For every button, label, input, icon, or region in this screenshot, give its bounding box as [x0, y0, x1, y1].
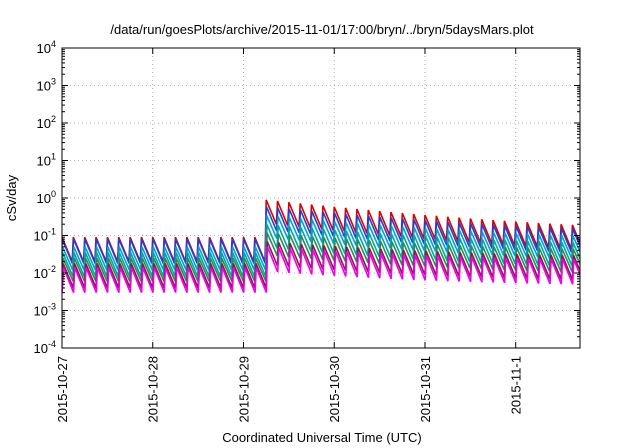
x-tick-label: 2015-10-27: [55, 356, 70, 423]
y-tick-label: 10-1: [34, 227, 56, 244]
y-tick-label: 10-2: [34, 264, 56, 281]
x-axis-label: Coordinated Universal Time (UTC): [222, 430, 421, 445]
y-axis: 10-4 10-3 10-2 10-1 100 101 102 103 104: [34, 39, 580, 356]
x-axis: 2015-10-27 2015-10-28 2015-10-29 2015-10-30…: [55, 48, 524, 423]
y-tick-label: 101: [37, 152, 56, 169]
y-tick-label: 103: [37, 77, 56, 94]
series-group: [62, 199, 580, 293]
y-tick-label: 102: [37, 114, 56, 131]
x-tick-label: 2015-10-28: [146, 356, 161, 423]
y-tick-label: 104: [37, 39, 56, 56]
chart-title: /data/run/goesPlots/archive/2015-11-01/1…: [110, 22, 534, 37]
grid: [62, 48, 580, 348]
y-tick-label: 10-4: [34, 339, 56, 356]
y-tick-label: 10-3: [34, 302, 56, 319]
y-tick-label: 100: [37, 189, 56, 206]
x-tick-label: 2015-10-30: [327, 356, 342, 423]
series-line-7: [62, 246, 580, 293]
x-tick-label: 2015-10-29: [236, 356, 251, 423]
y-axis-label: cSv/day: [4, 174, 19, 221]
x-tick-label: 2015-11-1: [509, 356, 524, 414]
x-tick-label: 2015-10-31: [418, 356, 433, 423]
